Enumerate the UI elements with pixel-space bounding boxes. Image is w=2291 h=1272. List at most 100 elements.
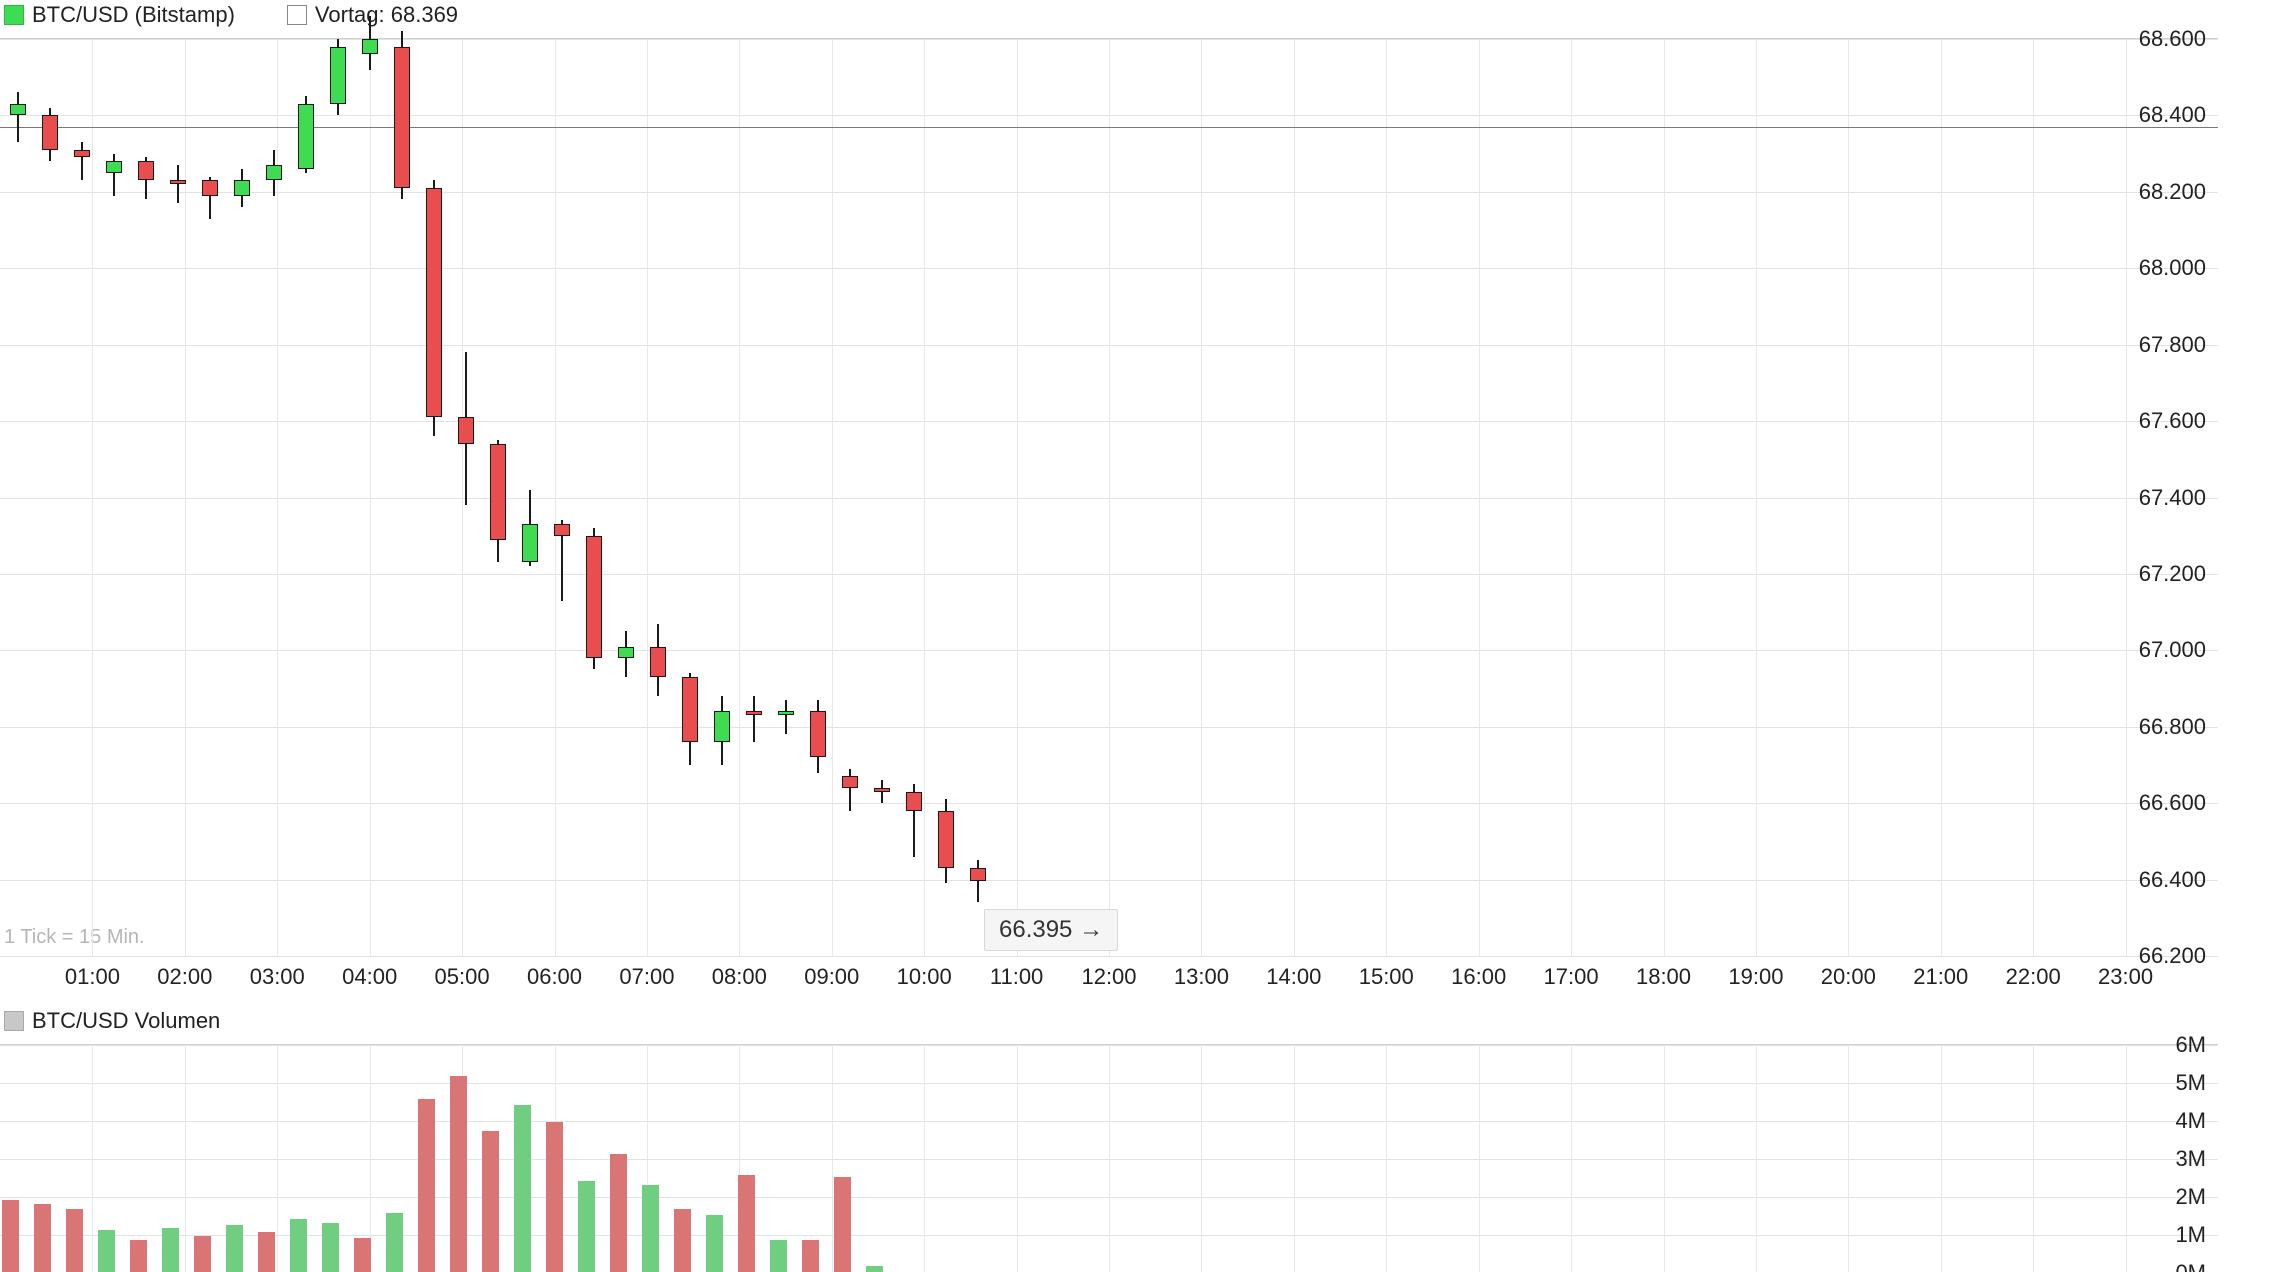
volume-bar[interactable] bbox=[738, 1175, 755, 1272]
candlestick-wick bbox=[177, 165, 179, 203]
candlestick-body bbox=[170, 180, 186, 184]
price-gridline-vertical bbox=[2126, 39, 2127, 956]
volume-bar[interactable] bbox=[386, 1213, 403, 1272]
price-y-axis-label: 67.600 bbox=[2139, 408, 2206, 434]
candlestick-body bbox=[618, 647, 634, 658]
price-gridline-vertical bbox=[1201, 39, 1202, 956]
volume-bar[interactable] bbox=[834, 1177, 851, 1272]
candlestick-wick bbox=[113, 154, 115, 196]
candlestick-body bbox=[522, 524, 538, 562]
volume-bar[interactable] bbox=[2, 1200, 19, 1272]
candlestick-body bbox=[362, 39, 378, 54]
price-panel: BTC/USD (Bitstamp) Vortag: 68.369 1 Tick… bbox=[0, 0, 2291, 985]
volume-y-axis-label: 0M bbox=[2175, 1260, 2206, 1272]
price-x-axis-label: 08:00 bbox=[712, 964, 767, 990]
volume-bar[interactable] bbox=[130, 1240, 147, 1272]
candlestick-body bbox=[106, 161, 122, 172]
volume-bar[interactable] bbox=[322, 1223, 339, 1272]
volume-bar[interactable] bbox=[194, 1236, 211, 1272]
volume-bar[interactable] bbox=[258, 1232, 275, 1272]
candlestick-wick bbox=[881, 780, 883, 803]
price-x-axis-label: 02:00 bbox=[157, 964, 212, 990]
price-y-axis-label: 66.400 bbox=[2139, 867, 2206, 893]
candlestick-body bbox=[810, 711, 826, 757]
candlestick-body bbox=[906, 792, 922, 811]
price-y-axis-label: 66.800 bbox=[2139, 714, 2206, 740]
app-root: BTC/USD (Bitstamp) Vortag: 68.369 1 Tick… bbox=[0, 0, 2291, 1272]
price-x-axis-label: 10:00 bbox=[897, 964, 952, 990]
volume-bar[interactable] bbox=[578, 1181, 595, 1272]
volume-bar[interactable] bbox=[546, 1122, 563, 1272]
candlestick-body bbox=[554, 524, 570, 535]
candlestick-body bbox=[266, 165, 282, 180]
price-x-axis-label: 16:00 bbox=[1451, 964, 1506, 990]
volume-bar[interactable] bbox=[98, 1230, 115, 1272]
volume-bar[interactable] bbox=[642, 1185, 659, 1272]
volume-bar[interactable] bbox=[450, 1076, 467, 1272]
price-gridline-vertical bbox=[185, 39, 186, 956]
price-x-axis-label: 11:00 bbox=[990, 964, 1043, 990]
price-legend-swatch bbox=[4, 5, 24, 25]
tick-note-label: 1 Tick = 15 Min. bbox=[4, 926, 145, 949]
volume-bar[interactable] bbox=[418, 1099, 435, 1272]
price-x-axis-label: 15:00 bbox=[1359, 964, 1414, 990]
candlestick-body bbox=[202, 180, 218, 195]
candlestick-body bbox=[938, 811, 954, 868]
candlestick-body bbox=[394, 47, 410, 188]
volume-plot-area[interactable]: 6M 5M 4M 3M 2M 1M 0M bbox=[0, 1044, 2218, 1272]
price-gridline-vertical bbox=[2033, 39, 2034, 956]
volume-legend-swatch bbox=[4, 1011, 24, 1031]
price-gridline-vertical bbox=[1479, 39, 1480, 956]
volume-gridline-vertical bbox=[1664, 1045, 1665, 1272]
price-gridline-vertical bbox=[1386, 39, 1387, 956]
price-x-axis-label: 01:00 bbox=[65, 964, 120, 990]
prev-day-swatch[interactable] bbox=[287, 5, 307, 25]
price-x-axis-label: 09:00 bbox=[804, 964, 859, 990]
price-plot-area[interactable]: 1 Tick = 15 Min. 68.600 68.400 68.200 68.00… bbox=[0, 38, 2218, 955]
volume-bar[interactable] bbox=[706, 1215, 723, 1272]
volume-bar[interactable] bbox=[866, 1266, 883, 1272]
price-gridline-vertical bbox=[1848, 39, 1849, 956]
candlestick-body bbox=[298, 104, 314, 169]
volume-bar[interactable] bbox=[290, 1219, 307, 1272]
volume-bar[interactable] bbox=[770, 1240, 787, 1272]
volume-bar[interactable] bbox=[514, 1105, 531, 1272]
volume-bar[interactable] bbox=[34, 1204, 51, 1272]
volume-bar[interactable] bbox=[354, 1238, 371, 1272]
volume-bar[interactable] bbox=[802, 1240, 819, 1272]
candlestick-body bbox=[970, 868, 986, 881]
price-x-axis-label: 03:00 bbox=[250, 964, 305, 990]
price-gridline-vertical bbox=[92, 39, 93, 956]
candlestick-body bbox=[234, 180, 250, 195]
volume-y-axis-label: 3M bbox=[2175, 1146, 2206, 1172]
candlestick-body bbox=[330, 47, 346, 104]
volume-bar[interactable] bbox=[162, 1228, 179, 1272]
price-gridline-vertical bbox=[832, 39, 833, 956]
volume-bar[interactable] bbox=[482, 1131, 499, 1272]
candlestick-wick bbox=[977, 860, 979, 902]
volume-gridline-vertical bbox=[1294, 1045, 1295, 1272]
price-gridline-vertical bbox=[1109, 39, 1110, 956]
volume-bar[interactable] bbox=[226, 1225, 243, 1272]
volume-bar[interactable] bbox=[610, 1154, 627, 1272]
candlestick-body bbox=[42, 115, 58, 149]
volume-y-axis-label: 5M bbox=[2175, 1070, 2206, 1096]
candlestick-body bbox=[458, 417, 474, 444]
volume-gridline-vertical bbox=[924, 1045, 925, 1272]
volume-y-axis-label: 6M bbox=[2175, 1032, 2206, 1058]
price-gridline-vertical bbox=[1664, 39, 1665, 956]
candlestick-body bbox=[842, 776, 858, 787]
price-x-axis-label: 06:00 bbox=[527, 964, 582, 990]
price-x-axis-label: 14:00 bbox=[1266, 964, 1321, 990]
price-y-axis-label: 67.200 bbox=[2139, 561, 2206, 587]
candlestick-body bbox=[426, 188, 442, 417]
volume-bar[interactable] bbox=[66, 1209, 83, 1272]
price-gridline-vertical bbox=[647, 39, 648, 956]
volume-gridline-vertical bbox=[1571, 1045, 1572, 1272]
price-y-axis-label: 68.600 bbox=[2139, 26, 2206, 52]
volume-symbol-label: BTC/USD Volumen bbox=[32, 1008, 220, 1034]
candlestick-body bbox=[778, 711, 794, 715]
volume-bar[interactable] bbox=[674, 1209, 691, 1272]
price-y-axis-label: 67.800 bbox=[2139, 332, 2206, 358]
volume-gridline-vertical bbox=[185, 1045, 186, 1272]
